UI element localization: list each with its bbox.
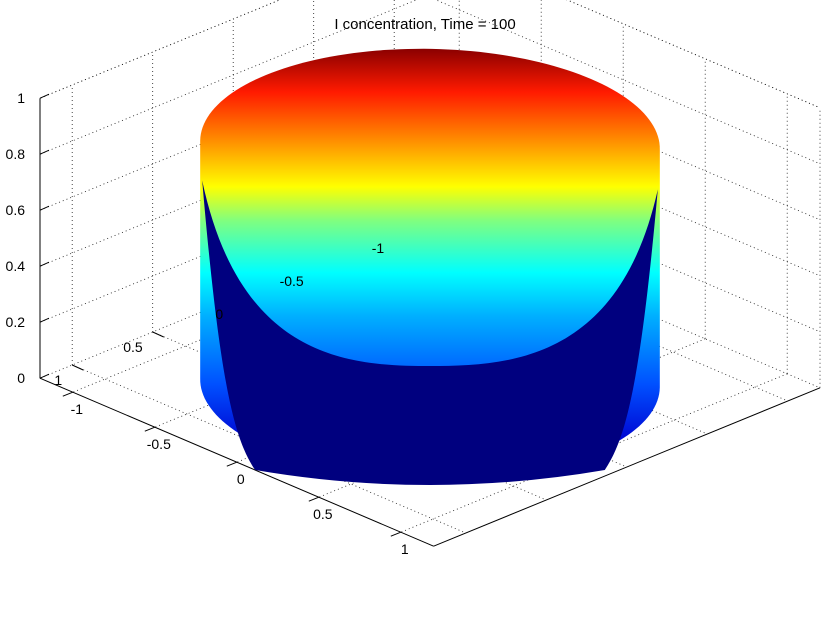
y-tick-label: -1 (372, 240, 385, 256)
wall-grid-z (435, 0, 821, 165)
x-tick-label: -1 (71, 401, 84, 417)
z-tick-mark (39, 149, 50, 155)
floor-grid-y (394, 232, 788, 402)
wall-grid-z (426, 163, 821, 333)
z-tick-mark (39, 205, 50, 211)
z-tick-mark (39, 261, 50, 267)
chart-title: I concentration, Time = 100 (334, 16, 515, 33)
y-tick-label: 0 (215, 306, 223, 322)
z-tick-label: 0.4 (6, 258, 26, 274)
z-tick-label: 1 (17, 90, 25, 106)
inner-low-region (202, 180, 658, 486)
x-tick-mark (226, 461, 237, 467)
x-tick-label: 0.5 (313, 506, 333, 522)
box-edge (39, 0, 281, 99)
x-tick-label: 0 (237, 471, 245, 487)
z-tick-label: 0.8 (6, 146, 26, 162)
z-tick-mark (39, 373, 50, 379)
floor-grid-y (72, 364, 466, 534)
wall-grid-z (426, 51, 821, 221)
z-tick-label: 0.2 (6, 314, 26, 330)
x-tick-label: 1 (401, 541, 409, 557)
surface (200, 48, 660, 486)
x-axis-line (433, 387, 821, 547)
x-tick-label: -0.5 (147, 436, 171, 452)
y-tick-label: -0.5 (280, 273, 304, 289)
x-tick-mark (390, 531, 401, 537)
wall-grid-z2 (39, 0, 418, 155)
y-tick-mark (71, 364, 84, 371)
y-tick-label: 0.5 (123, 339, 143, 355)
z-tick-label: 0 (17, 370, 25, 386)
y-tick-mark (152, 331, 164, 338)
x-tick-mark (144, 426, 155, 432)
x-tick-mark (62, 391, 73, 397)
x-tick-mark (308, 496, 319, 502)
z-tick-mark (39, 93, 50, 99)
wall-grid-z (426, 107, 821, 277)
wall-grid-z (426, 219, 821, 389)
z-tick-label: 0.6 (6, 202, 26, 218)
tick-labels: 0 0.2 0.4 0.6 0.8 1 -1 -0.5 0 0.5 1 -1 -0.5 0 0.5 1 (6, 90, 409, 557)
box-edge (566, 0, 821, 109)
z-tick-mark (39, 317, 50, 323)
y-tick-label: 1 (54, 372, 62, 388)
